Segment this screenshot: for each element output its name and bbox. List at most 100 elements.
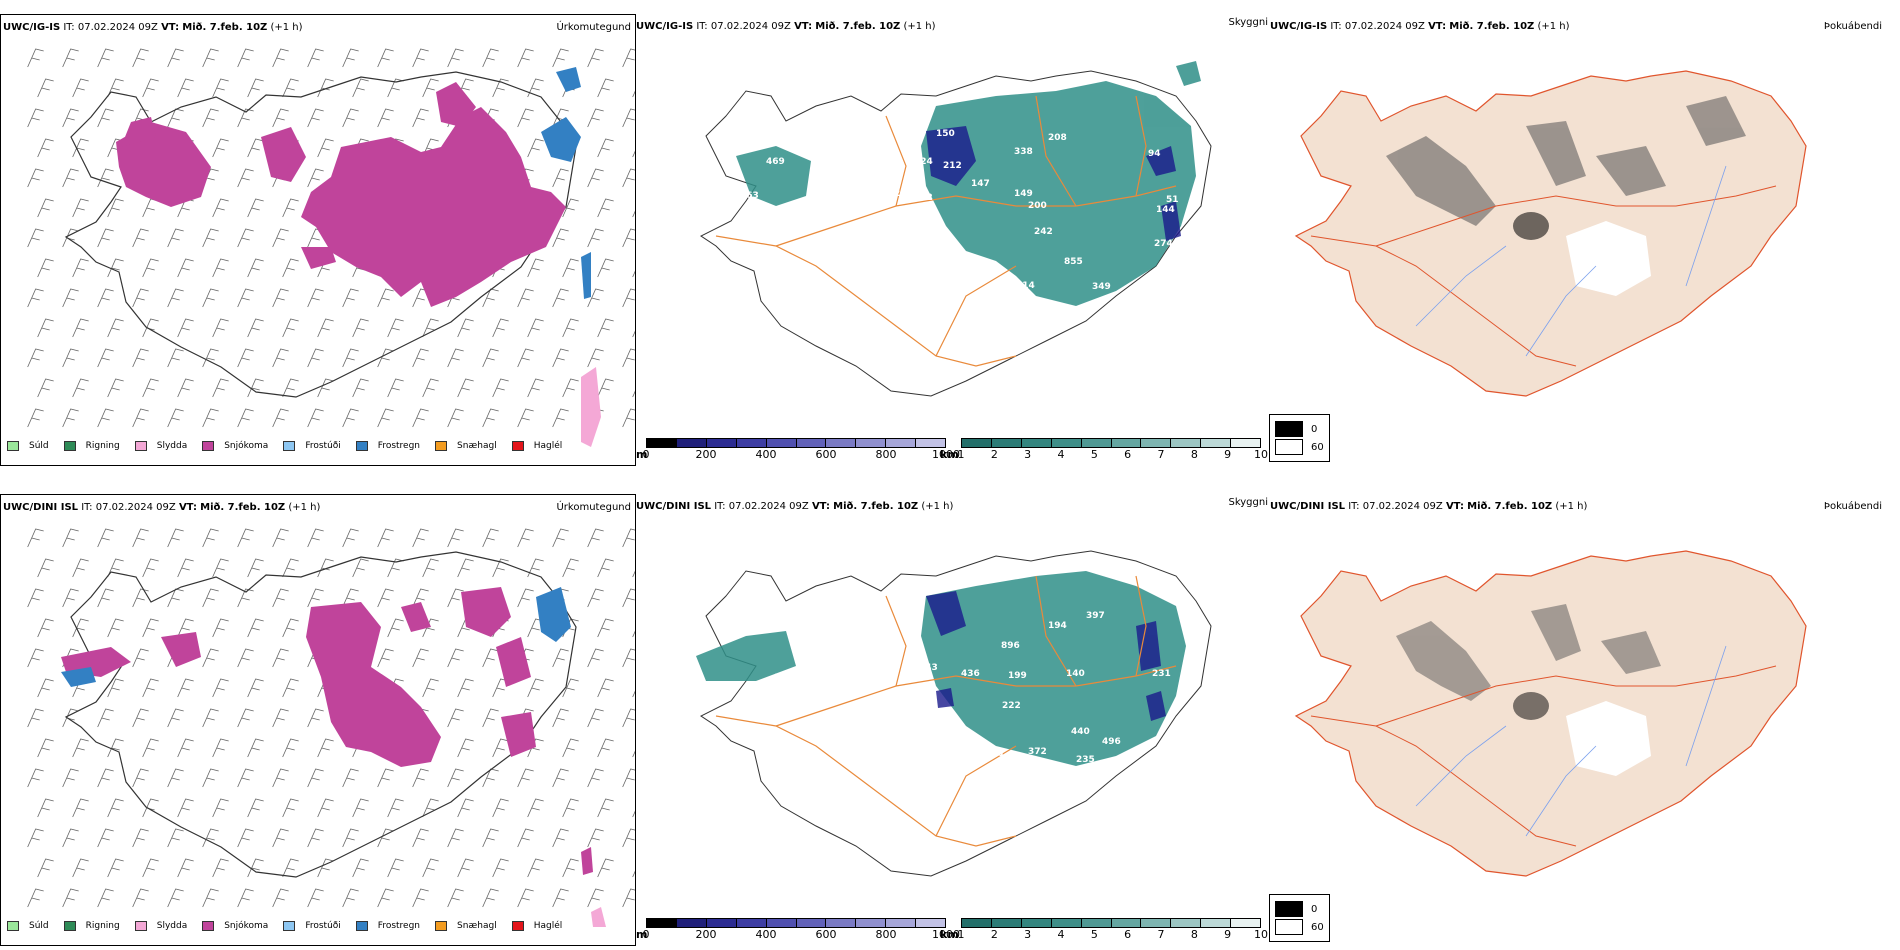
wind-barb: [132, 828, 149, 848]
it-label: IT:: [696, 21, 708, 32]
wind-barb: [177, 558, 194, 578]
wind-barb: [552, 768, 569, 788]
wind-barb: [212, 318, 229, 338]
iceland-outline: [64, 551, 577, 878]
wind-barb: [597, 798, 614, 818]
fog-key-label: 60: [1311, 441, 1324, 453]
slydda-areas: [591, 907, 606, 927]
wind-barb: [72, 738, 89, 758]
wind-barb: [412, 648, 429, 668]
haglel-swatch: [511, 441, 524, 451]
wind-barb: [527, 558, 544, 578]
valid-time: Mið. 7.feb. 10Z: [1467, 501, 1553, 512]
valid-time: Mið. 7.feb. 10Z: [1449, 21, 1535, 32]
wind-barb: [632, 210, 635, 218]
wind-barb: [307, 168, 324, 188]
wind-barb: [447, 588, 464, 608]
wind-barb: [247, 678, 264, 698]
model-name: UWC/IG-IS: [636, 21, 694, 32]
wind-barb: [482, 348, 499, 368]
wind-barb: [142, 78, 159, 98]
wind-barb: [212, 258, 229, 278]
wind-barb: [632, 390, 635, 398]
wind-barb: [97, 48, 114, 68]
wind-barb: [247, 318, 264, 338]
lead-time: (+1 h): [903, 21, 936, 32]
it-label: IT:: [63, 22, 75, 33]
wind-barb: [492, 378, 509, 398]
low-cloud-field: [926, 591, 1166, 721]
wind-barb: [272, 288, 289, 308]
colorbar-segment: [1231, 919, 1261, 927]
wind-barb: [352, 798, 369, 818]
wind-barb: [272, 528, 289, 548]
wind-barb: [282, 198, 299, 218]
wind-barb: [412, 768, 429, 788]
cloudbase-value-label: 124: [914, 157, 933, 167]
wind-barb: [62, 168, 79, 188]
wind-barb: [62, 828, 79, 848]
wind-barb: [317, 138, 334, 158]
wind-barb: [37, 378, 54, 398]
colorbar-segment: [826, 919, 857, 927]
wind-barb: [552, 48, 569, 68]
wind-barb: [412, 528, 429, 548]
snow-areas: [116, 82, 566, 307]
wind-barb: [27, 888, 44, 908]
wind-barb: [72, 618, 89, 638]
cloudbase-value-label: 114: [876, 151, 895, 161]
wind-barb: [212, 558, 229, 578]
wind-barb: [97, 768, 114, 788]
legend-item: Snæhagl: [435, 441, 497, 451]
wind-barb: [552, 168, 569, 188]
colorbar-tick: 2: [990, 448, 998, 461]
legend-label: Snjókoma: [224, 921, 269, 931]
colorbar-tick: 200: [695, 928, 717, 941]
wind-barb: [202, 768, 219, 788]
wind-barb: [632, 270, 635, 278]
colorbar-segment: [1111, 919, 1142, 927]
wind-barb: [517, 528, 534, 548]
wind-barb: [107, 378, 124, 398]
wind-barb: [247, 378, 264, 398]
cloudbase-value-label: 194: [1048, 621, 1067, 631]
wind-barb: [622, 528, 635, 548]
wind-barb: [342, 768, 359, 788]
legend-item: Rigning: [63, 441, 120, 451]
wind-barb: [517, 888, 534, 908]
cloudbase-value-label: 338: [1014, 147, 1033, 157]
cloudbase-value-label: 199: [1008, 671, 1027, 681]
wind-barb: [27, 648, 44, 668]
wind-barb: [562, 678, 579, 698]
wind-barb: [132, 708, 149, 728]
wind-barb: [597, 618, 614, 638]
wind-barb: [622, 588, 635, 608]
wind-barb: [597, 318, 614, 338]
precip-map: [27, 528, 635, 927]
glacier-white: [1566, 221, 1651, 296]
wind-barb: [237, 588, 254, 608]
wind-barb: [27, 588, 44, 608]
wind-barb: [597, 558, 614, 578]
wind-barb: [562, 858, 579, 878]
low-cloud-field: [926, 126, 1181, 241]
wind-barb: [422, 858, 439, 878]
cloudbase-value-label: 231: [1152, 669, 1171, 679]
rigning-swatch: [63, 441, 76, 451]
colorbar-segment: [1111, 439, 1142, 447]
wind-barb: [167, 228, 184, 248]
wind-barb: [457, 318, 474, 338]
wind-barb: [132, 648, 149, 668]
wind-barb: [167, 588, 184, 608]
legend-label: Rigning: [85, 441, 120, 451]
cloudbase-value-label: 124: [876, 647, 895, 657]
colorbar-tick: 8: [1190, 448, 1198, 461]
wind-barb: [307, 288, 324, 308]
cloud-map: 469 26 463 162 114 124 225 372 193 305 166 150 212 14…: [700, 61, 1212, 397]
colorbar-tick: 400: [755, 448, 777, 461]
cloudbase-colorbar: 0 200 400 600 800 1000: [643, 438, 960, 461]
wind-barb: [587, 228, 604, 248]
colorbar-tick: 1: [957, 448, 965, 461]
cloudbase-unit: m: [636, 928, 648, 941]
snaehagl-swatch: [435, 441, 448, 451]
